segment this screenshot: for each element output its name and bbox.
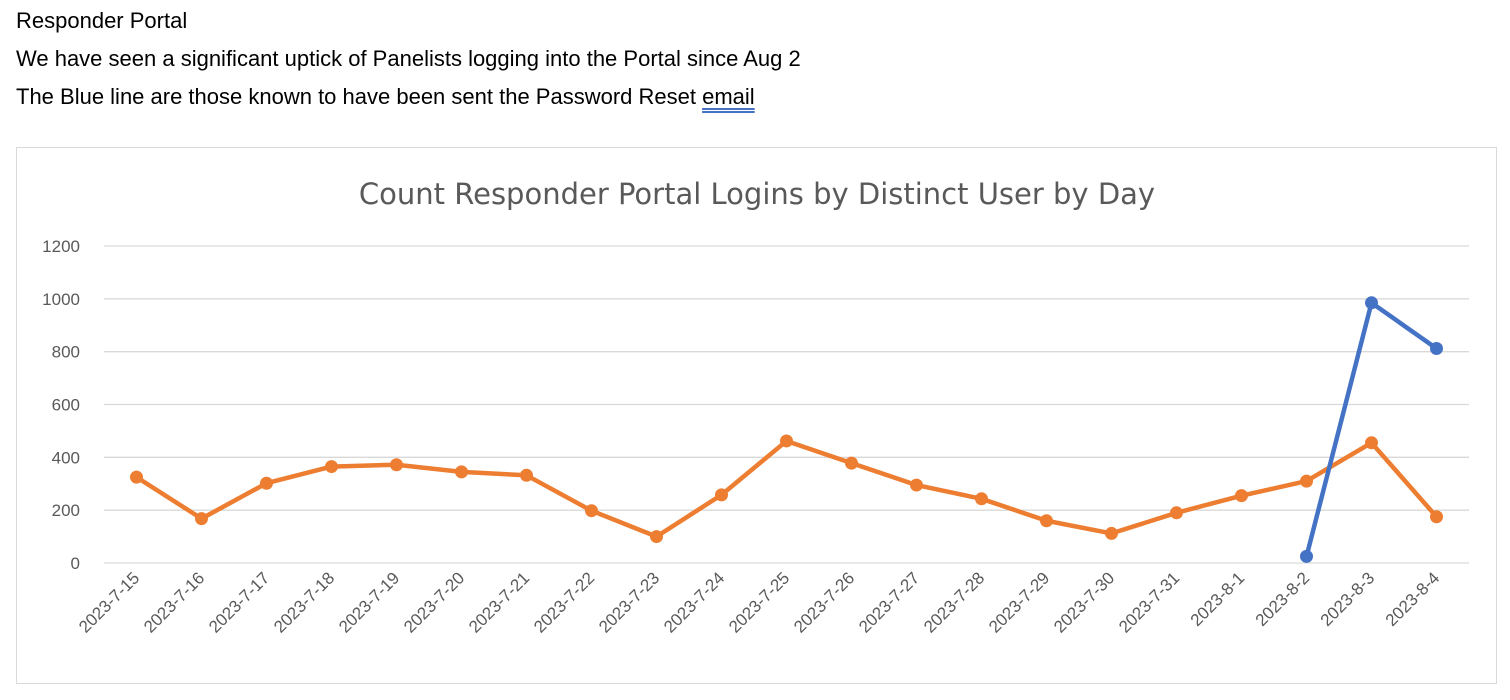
document-text: Responder Portal We have seen a signific… (16, 2, 801, 116)
x-tick-label: 2023-7-19 (335, 568, 403, 636)
data-point (1365, 296, 1378, 310)
x-tick-label: 2023-8-2 (1252, 568, 1314, 630)
data-point (780, 434, 793, 448)
x-tick-label: 2023-7-21 (465, 568, 533, 636)
data-point (260, 476, 273, 490)
data-point (910, 478, 923, 492)
legend-explanation-line: The Blue line are those known to have be… (16, 78, 801, 116)
data-point (975, 492, 988, 506)
data-point (1235, 489, 1248, 503)
summary-line: We have seen a significant uptick of Pan… (16, 46, 801, 71)
y-axis-labels: 0 200 400 600 800 1000 1200 (42, 237, 80, 573)
data-point (1430, 510, 1443, 524)
chart-title: Count Responder Portal Logins by Distinc… (359, 177, 1155, 211)
data-point (1365, 436, 1378, 450)
data-point (715, 488, 728, 502)
x-tick-label: 2023-7-15 (75, 568, 143, 636)
x-tick-label: 2023-7-24 (660, 568, 728, 636)
x-tick-label: 2023-7-31 (1115, 568, 1183, 636)
data-point (325, 460, 338, 474)
x-tick-label: 2023-7-26 (790, 568, 858, 636)
x-tick-label: 2023-7-16 (140, 568, 208, 636)
data-point (650, 530, 663, 544)
x-tick-label: 2023-8-1 (1187, 568, 1249, 630)
x-tick-label: 2023-7-18 (270, 568, 338, 636)
x-tick-label: 2023-8-3 (1317, 568, 1379, 630)
gridlines (104, 245, 1469, 564)
y-tick-label: 0 (71, 554, 80, 573)
heading-line: Responder Portal (16, 8, 188, 33)
series-line (1304, 300, 1439, 559)
y-tick-label: 1200 (42, 237, 80, 256)
x-tick-label: 2023-7-30 (1050, 568, 1118, 636)
x-tick-label: 2023-7-22 (530, 568, 598, 636)
x-tick-label: 2023-8-4 (1382, 568, 1444, 630)
series-group (130, 296, 1443, 563)
legend-explanation-text: The Blue line are those known to have be… (16, 84, 703, 109)
data-point (585, 504, 598, 518)
data-point (1300, 474, 1313, 488)
x-tick-label: 2023-7-29 (985, 568, 1053, 636)
x-tick-label: 2023-7-23 (595, 568, 663, 636)
series-line (134, 438, 1439, 539)
x-tick-label: 2023-7-28 (920, 568, 988, 636)
x-tick-label: 2023-7-25 (725, 568, 793, 636)
data-point (520, 468, 533, 482)
data-point (1040, 514, 1053, 528)
data-point (1105, 526, 1118, 540)
series-0 (130, 434, 1443, 544)
chart-container: Count Responder Portal Logins by Distinc… (16, 147, 1497, 684)
data-point (195, 512, 208, 526)
email-link[interactable]: email (702, 84, 755, 109)
data-point (455, 465, 468, 479)
x-tick-label: 2023-7-20 (400, 568, 468, 636)
y-tick-label: 200 (52, 501, 80, 520)
x-tick-label: 2023-7-17 (205, 568, 273, 636)
y-tick-label: 800 (52, 343, 80, 362)
data-point (130, 470, 143, 484)
data-point (390, 458, 403, 472)
x-axis-labels: 2023-7-152023-7-162023-7-172023-7-182023… (75, 568, 1443, 636)
line-chart: Count Responder Portal Logins by Distinc… (42, 177, 1469, 637)
y-tick-label: 1000 (42, 290, 80, 309)
x-tick-label: 2023-7-27 (855, 568, 923, 636)
data-point (1430, 341, 1443, 355)
data-point (1300, 549, 1313, 563)
data-point (845, 456, 858, 470)
data-point (1170, 506, 1183, 520)
y-tick-label: 400 (52, 448, 80, 467)
y-tick-label: 600 (52, 396, 80, 415)
series-1 (1300, 296, 1443, 563)
